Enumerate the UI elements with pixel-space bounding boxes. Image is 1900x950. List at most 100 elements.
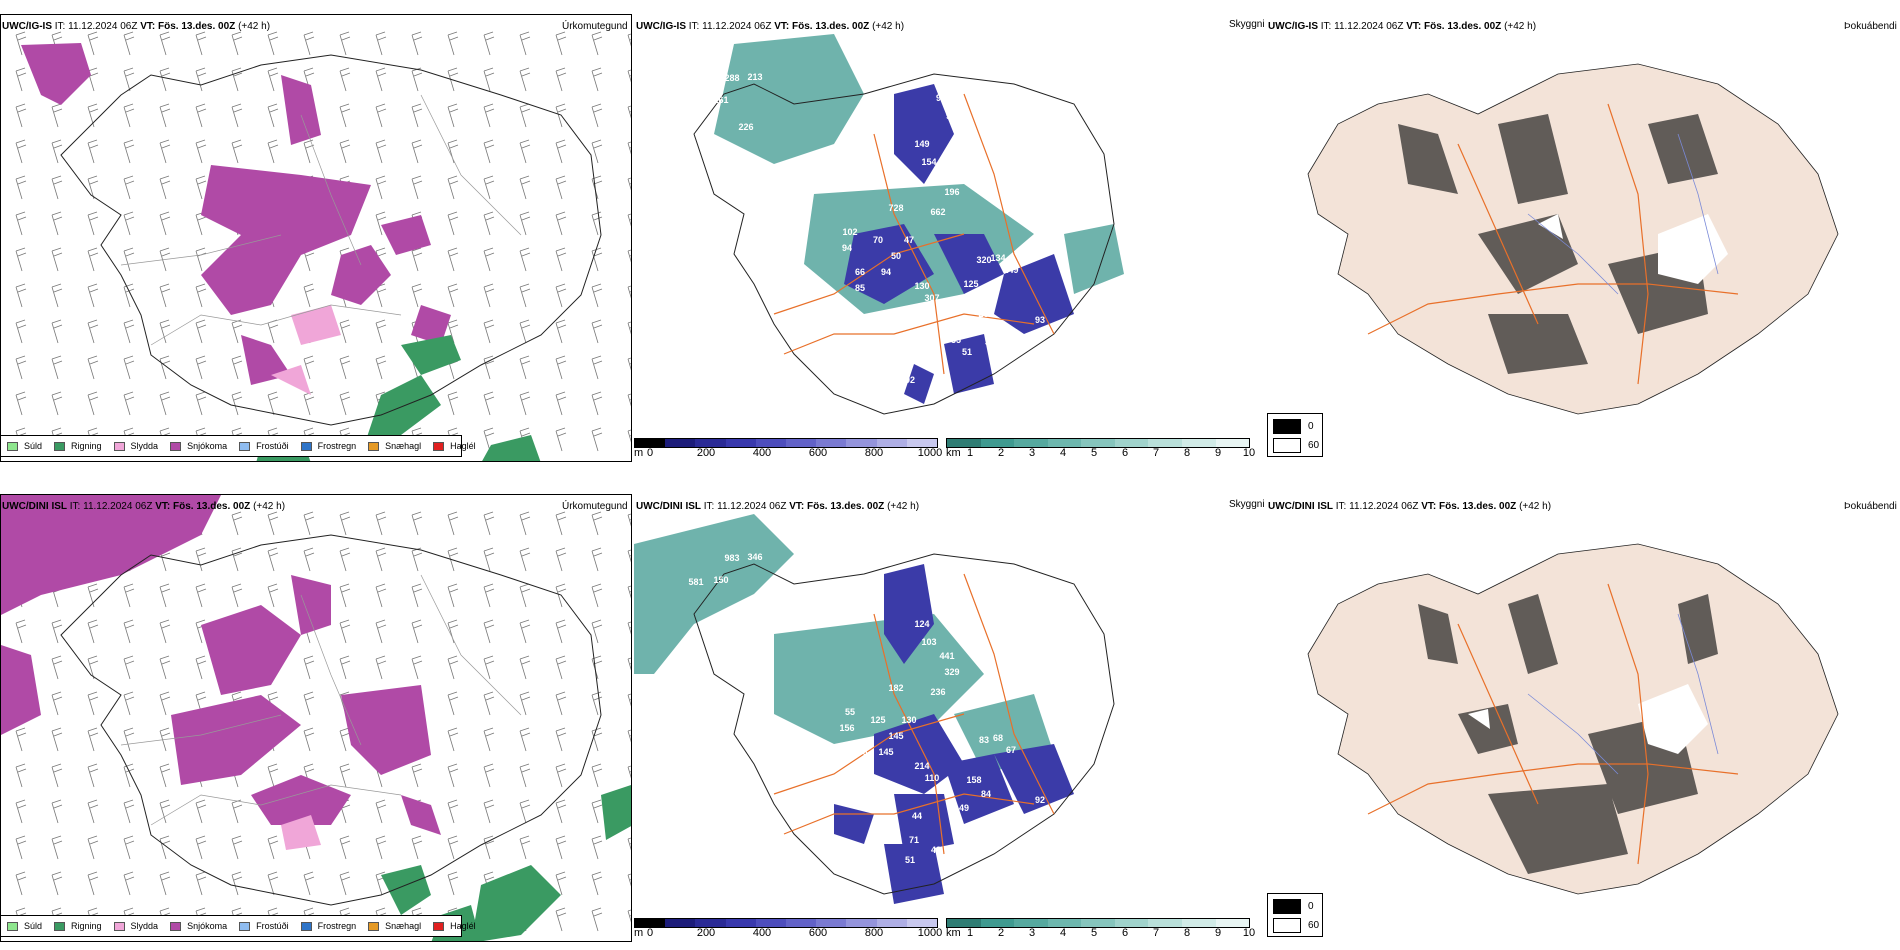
cloud-base-value: 69 — [958, 323, 970, 333]
wind-barb — [591, 175, 603, 200]
cloud-base-value: 34 — [984, 337, 996, 347]
legend-item: Frostregn — [300, 441, 356, 451]
legend-swatch — [54, 921, 66, 931]
wind-barb — [591, 835, 603, 860]
wind-barb — [231, 511, 243, 536]
wind-barb — [555, 835, 567, 860]
cloud-base-value: 249 — [1003, 265, 1019, 275]
legend-label: Snjókoma — [187, 441, 228, 451]
legend-label: Snjókoma — [187, 921, 228, 931]
wind-barb — [375, 655, 387, 680]
legend-item: Snæhagl — [368, 921, 421, 931]
wind-barb — [375, 799, 387, 824]
wind-barb — [123, 247, 135, 272]
wind-barb — [627, 837, 631, 851]
wind-barb — [555, 139, 567, 164]
it-value: 11.12.2024 06Z — [702, 21, 772, 32]
wind-barb — [591, 211, 603, 236]
km-tick-label: 6 — [1121, 447, 1129, 459]
precip-title-top: Úrkomutegund — [562, 21, 628, 32]
lead-time: (+42 h) — [872, 21, 905, 32]
wind-barb — [195, 283, 207, 308]
wind-barb — [591, 907, 603, 932]
it-label: IT: — [688, 21, 700, 32]
cloud-base-value: 83 — [978, 735, 990, 745]
wind-barb — [555, 727, 567, 752]
wind-barb — [303, 355, 315, 380]
m-tick-label: 200 — [696, 927, 716, 939]
m-tick-label: 0 — [646, 927, 654, 939]
wind-barb — [195, 31, 207, 56]
height-m-colorbar — [634, 918, 938, 928]
cloud-base-value: 82 — [854, 763, 866, 773]
wind-barb — [447, 871, 459, 896]
wind-barb — [375, 319, 387, 344]
cloud-base-value: 76 — [930, 365, 942, 375]
wind-barb — [123, 727, 135, 752]
m-tick-label: 1000 — [917, 447, 943, 459]
wind-barb — [627, 357, 631, 371]
wind-barb — [51, 391, 63, 416]
wind-barb — [627, 213, 631, 227]
wind-barb — [627, 729, 631, 743]
wind-barb — [123, 655, 135, 680]
wind-barb — [339, 619, 351, 644]
precip-map-svg-top — [15, 31, 631, 461]
wind-barb — [519, 391, 531, 416]
m-unit-label: m — [634, 447, 644, 459]
road-network — [1367, 103, 1739, 385]
lead-time: (+42 h) — [253, 501, 286, 512]
sky-dark-label: 0 — [1308, 901, 1314, 912]
cloud-title-bottom: Skyggni — [1229, 499, 1265, 510]
wind-barb — [555, 211, 567, 236]
fog-dark — [1418, 594, 1718, 874]
cloud-base-value: 983 — [724, 553, 740, 563]
cloud-base-value: 110 — [924, 773, 940, 783]
wind-barb — [591, 427, 603, 452]
wind-barb — [483, 799, 495, 824]
wind-barb — [591, 283, 603, 308]
wind-barb — [195, 319, 207, 344]
rivers — [1527, 133, 1719, 295]
cloud-base-value: 51 — [904, 855, 916, 865]
wind-barb — [591, 871, 603, 896]
wind-barb — [483, 391, 495, 416]
wind-barb — [339, 103, 351, 128]
wind-barb — [483, 211, 495, 236]
wind-barb — [627, 549, 631, 563]
wind-barb — [159, 763, 171, 788]
wind-barb — [339, 583, 351, 608]
legend-item: Frostúði — [239, 921, 289, 931]
wind-barb — [267, 31, 279, 56]
km-unit-label: km — [946, 927, 961, 939]
cloud-base-value: 264 — [978, 309, 994, 319]
wind-barb — [483, 355, 495, 380]
wind-barb — [591, 247, 603, 272]
wind-barb — [123, 319, 135, 344]
sky-legend-top: 0 60 — [1267, 413, 1323, 457]
cloud-base-value: 103 — [921, 637, 937, 647]
wind-barb — [447, 727, 459, 752]
rain-area — [256, 335, 541, 461]
wind-barb — [519, 511, 531, 536]
wind-barb — [627, 33, 631, 47]
teal-cloud — [634, 514, 1054, 774]
wind-barb — [519, 103, 531, 128]
cloud-base-value: 150 — [713, 575, 729, 585]
wind-barb — [519, 31, 531, 56]
km-tick-label: 1 — [966, 447, 974, 459]
m-tick-label: 1000 — [917, 927, 943, 939]
wind-barb — [447, 283, 459, 308]
wind-barb — [483, 319, 495, 344]
wind-barb — [51, 871, 63, 896]
it-label: IT: — [1335, 501, 1347, 512]
m-tick-label: 400 — [752, 447, 772, 459]
cloud-base-value: 130 — [901, 715, 917, 725]
wind-barb — [375, 67, 387, 92]
wind-barb — [303, 871, 315, 896]
wind-barb — [411, 139, 423, 164]
wind-barb — [555, 691, 567, 716]
wind-barb — [231, 871, 243, 896]
wind-barb — [123, 139, 135, 164]
wind-barb — [159, 583, 171, 608]
